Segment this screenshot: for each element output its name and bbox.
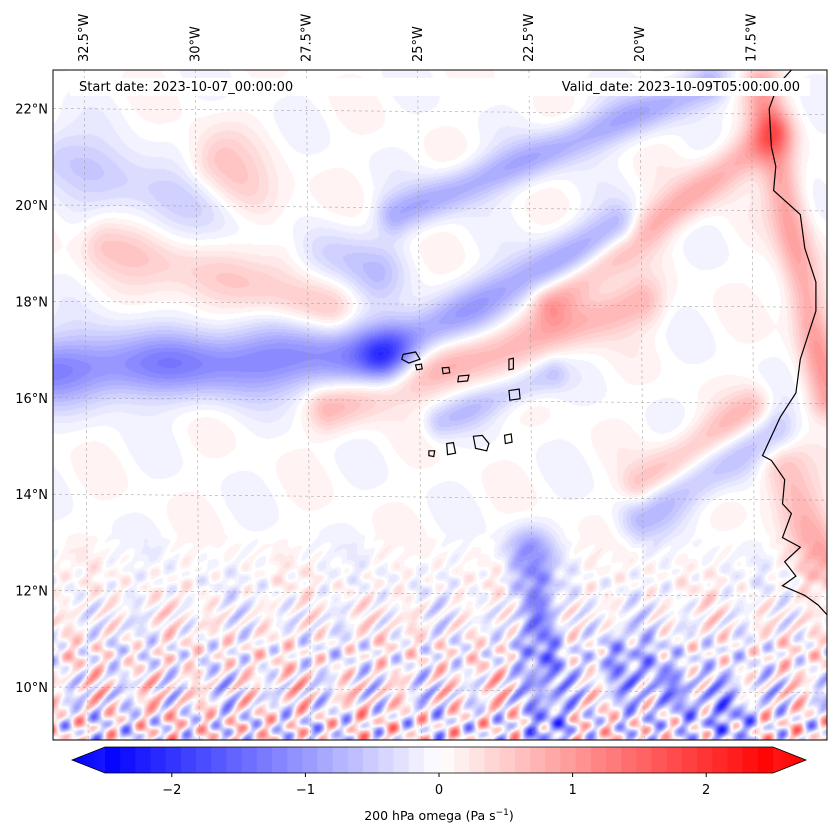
colorbar-tick-label: 1 <box>568 783 576 798</box>
latitude-tick-labels: 22°N 20°N 18°N 16°N 14°N 12°N 10°N <box>15 103 48 696</box>
longitude-tick-labels: 32.5°W 30°W 27.5°W 25°W 22.5°W 20°W 17.5°W <box>77 14 759 62</box>
colorbar-segment <box>514 747 531 773</box>
colorbar-segment <box>757 747 774 773</box>
meridian-gridline <box>83 70 89 740</box>
island-outline <box>457 374 470 383</box>
colorbar-segment <box>454 747 470 773</box>
omega-field <box>53 70 827 740</box>
colorbar-tick-label: −1 <box>296 783 315 798</box>
island-outline <box>401 351 421 364</box>
longitude-tick-label: 20°W <box>633 26 648 62</box>
colorbar-segment <box>499 747 516 773</box>
colorbar-segment <box>226 747 243 773</box>
island-outline <box>508 357 514 371</box>
valid-date-label: Valid_date: 2023-10-09T05:00:00.00 <box>562 80 800 95</box>
colorbar-segment <box>408 747 425 773</box>
cape-verde-islands <box>401 351 521 458</box>
longitude-tick-label: 30°W <box>188 26 203 62</box>
colorbar-segment <box>256 747 273 773</box>
start-date-label: Start date: 2023-10-07_00:00:00 <box>79 80 293 95</box>
colorbar-segments <box>105 747 774 773</box>
colorbar-segment <box>484 747 501 773</box>
colorbar-segment <box>363 747 379 773</box>
colorbar-segment <box>135 747 152 773</box>
colorbar-segment <box>211 747 227 773</box>
colorbar-segment <box>742 747 759 773</box>
colorbar-segment <box>530 747 546 773</box>
colorbar-segment <box>621 747 637 773</box>
latitude-tick-label: 20°N <box>15 199 48 214</box>
island-outline <box>414 363 423 371</box>
longitude-tick-label: 32.5°W <box>77 14 92 62</box>
date-banner <box>70 78 810 96</box>
longitude-tick-label: 22.5°W <box>522 14 537 62</box>
meridian-gridline <box>417 70 423 740</box>
colorbar-segment <box>317 747 334 773</box>
colorbar: −2 −1 0 1 2 200 hPa omega (Pa s−1) <box>70 746 808 823</box>
island-outline <box>508 388 521 401</box>
colorbar-segment <box>287 747 303 773</box>
colorbar-segment <box>105 747 121 773</box>
colorbar-segment <box>712 747 728 773</box>
colorbar-segment <box>575 747 592 773</box>
map-panel: Start date: 2023-10-07_00:00:00 Valid_da… <box>52 69 828 741</box>
colorbar-ticks: −2 −1 0 1 2 <box>162 773 710 798</box>
colorbar-segment <box>165 747 182 773</box>
island-outline <box>446 441 457 456</box>
colorbar-segment <box>697 747 713 773</box>
colorbar-segment <box>560 747 577 773</box>
island-outline <box>472 434 490 452</box>
colorbar-segment <box>439 747 455 773</box>
colorbar-label: 200 hPa omega (Pa s−1) <box>364 808 514 823</box>
gridlines <box>53 70 827 740</box>
colorbar-segment <box>681 747 698 773</box>
colorbar-segment <box>469 747 486 773</box>
colorbar-segment <box>347 747 364 773</box>
colorbar-segment <box>378 747 394 773</box>
colorbar-tick-label: 2 <box>702 783 710 798</box>
longitude-tick-label: 25°W <box>411 26 426 62</box>
colorbar-segment <box>606 747 622 773</box>
map-frame <box>52 69 828 741</box>
colorbar-segment <box>545 747 561 773</box>
latitude-tick-label: 16°N <box>15 392 48 407</box>
meridian-gridline <box>528 70 534 740</box>
colorbar-segment <box>393 747 410 773</box>
colorbar-segment <box>727 747 744 773</box>
colorbar-segment <box>120 747 136 773</box>
colorbar-segment <box>302 747 319 773</box>
latitude-tick-label: 10°N <box>15 681 48 696</box>
colorbar-segment <box>636 747 653 773</box>
colorbar-segment <box>651 747 668 773</box>
colorbar-segment <box>332 747 349 773</box>
meridian-gridline <box>639 70 645 740</box>
colorbar-segment <box>241 747 258 773</box>
colorbar-segment <box>666 747 683 773</box>
colorbar-segment <box>423 747 440 773</box>
colorbar-segment <box>180 747 197 773</box>
latitude-tick-label: 22°N <box>15 103 48 118</box>
longitude-tick-label: 27.5°W <box>300 14 315 62</box>
africa-coastline <box>761 70 827 616</box>
meridian-gridline <box>751 70 756 740</box>
omega-field-canvas <box>53 70 827 740</box>
colorbar-segment <box>150 747 167 773</box>
colorbar-segment <box>590 747 607 773</box>
meridian-gridline <box>195 70 200 740</box>
colorbar-tick-label: 0 <box>435 783 443 798</box>
island-outline <box>503 433 513 445</box>
latitude-tick-label: 12°N <box>15 585 48 600</box>
colorbar-segment <box>196 747 212 773</box>
colorbar-segment <box>272 747 288 773</box>
latitude-tick-label: 18°N <box>15 295 48 310</box>
meridian-gridline <box>306 70 311 740</box>
island-outline <box>441 366 451 375</box>
longitude-tick-label: 17.5°W <box>744 14 759 62</box>
colorbar-outline <box>70 746 808 774</box>
latitude-tick-label: 14°N <box>15 488 48 503</box>
colorbar-tick-label: −2 <box>162 783 181 798</box>
island-outline <box>428 450 436 458</box>
